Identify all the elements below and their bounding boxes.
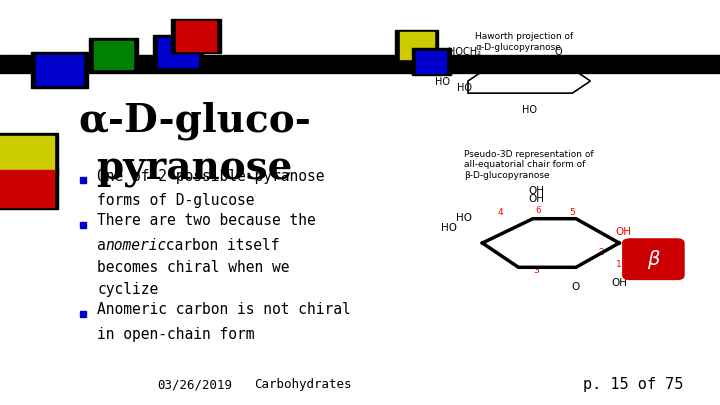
Text: nomeric: nomeric	[106, 237, 167, 253]
Bar	[395, 30, 438, 61]
Text: OH: OH	[528, 186, 544, 196]
Bar	[412, 48, 451, 75]
Bar	[89, 38, 138, 72]
Bar	[158, 38, 198, 67]
Text: HOCH₂: HOCH₂	[448, 47, 481, 57]
Bar	[171, 19, 221, 53]
Text: Pseudo-3D representation of
all-equatorial chair form of
β-D-glucopyranose: Pseudo-3D representation of all-equatori…	[464, 150, 594, 180]
Bar	[94, 40, 133, 69]
Text: 3: 3	[534, 266, 539, 275]
Text: OH: OH	[616, 227, 631, 237]
Text: $\beta$: $\beta$	[647, 248, 661, 271]
Bar	[153, 35, 203, 70]
Bar	[176, 21, 216, 51]
Text: O: O	[572, 281, 580, 292]
Text: OH: OH	[598, 55, 613, 65]
Text: HO: HO	[441, 223, 457, 233]
Text: One of 2 possible pyranose: One of 2 possible pyranose	[97, 168, 325, 184]
Text: pyranose: pyranose	[96, 150, 292, 188]
FancyArrow shape	[0, 55, 446, 73]
Text: α-D-gluco-: α-D-gluco-	[78, 101, 311, 140]
Bar	[0, 170, 54, 207]
Bar	[400, 32, 434, 59]
Text: OH: OH	[528, 194, 544, 205]
Text: 2: 2	[598, 248, 604, 257]
Text: p. 15 of 75: p. 15 of 75	[583, 377, 684, 392]
Bar	[0, 133, 58, 175]
Text: 03/26/2019: 03/26/2019	[157, 378, 232, 391]
Text: OH: OH	[611, 277, 627, 288]
Text: HO: HO	[457, 83, 472, 93]
Text: Carbohydrates: Carbohydrates	[253, 378, 351, 391]
Text: in open-chain form: in open-chain form	[97, 326, 255, 342]
Text: HO: HO	[456, 213, 472, 223]
Text: Haworth projection of
α-D-glucopyranose: Haworth projection of α-D-glucopyranose	[475, 32, 573, 52]
Text: HO: HO	[522, 105, 536, 115]
FancyArrow shape	[410, 55, 720, 73]
Text: forms of D-glucose: forms of D-glucose	[97, 193, 255, 208]
Text: becomes chiral when we: becomes chiral when we	[97, 260, 289, 275]
Text: carbon itself: carbon itself	[157, 237, 279, 253]
Text: HO: HO	[435, 77, 450, 87]
Bar	[36, 55, 83, 85]
Text: 6: 6	[536, 206, 541, 215]
Text: There are two because the: There are two because the	[97, 213, 316, 228]
Text: Anomeric carbon is not chiral: Anomeric carbon is not chiral	[97, 302, 351, 318]
Text: 5: 5	[570, 208, 575, 217]
Text: 1: 1	[616, 260, 622, 269]
Text: cyclize: cyclize	[97, 282, 158, 297]
Bar	[0, 168, 58, 209]
Text: 4: 4	[498, 208, 503, 217]
Bar	[31, 52, 88, 88]
FancyBboxPatch shape	[623, 239, 684, 279]
Bar	[0, 136, 54, 172]
Bar	[416, 51, 446, 73]
Text: a: a	[97, 237, 106, 253]
Text: O: O	[554, 47, 562, 57]
